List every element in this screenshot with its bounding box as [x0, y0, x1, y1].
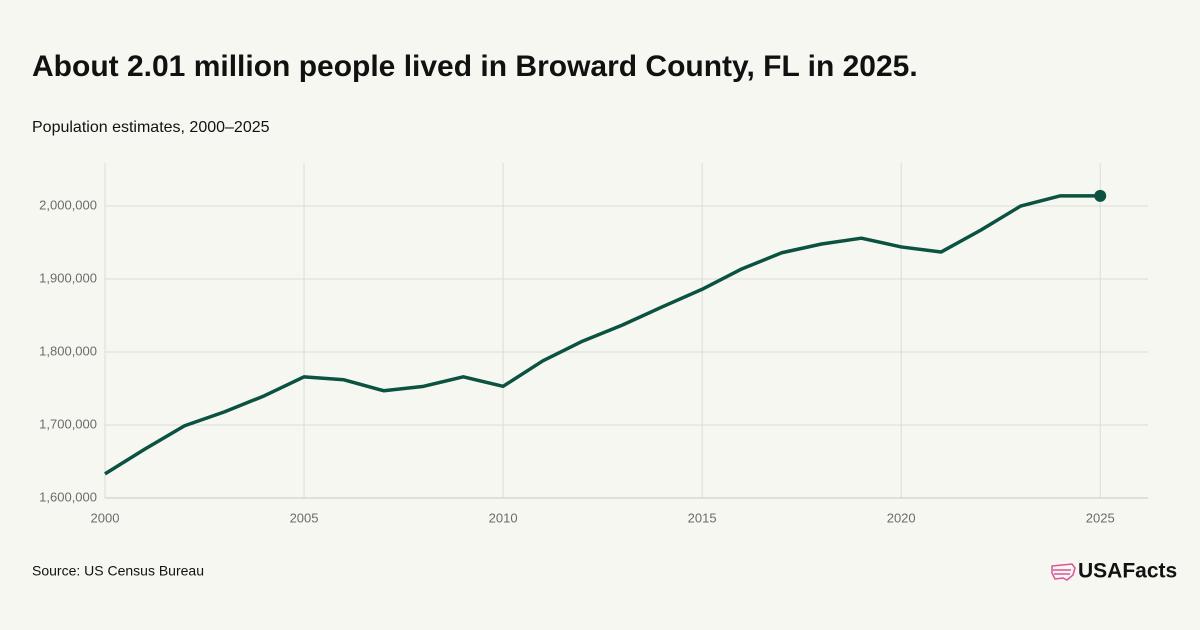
x-tick-label: 2015	[688, 510, 717, 525]
x-tick-label: 2020	[887, 510, 916, 525]
logo: USAFacts	[1078, 560, 1177, 583]
chart-subtitle: Population estimates, 2000–2025	[32, 119, 270, 136]
chart-title: About 2.01 million people lived in Browa…	[32, 50, 918, 83]
x-tick-label: 2025	[1086, 510, 1115, 525]
y-tick-label: 1,600,000	[39, 489, 97, 504]
y-tick-label: 1,800,000	[39, 343, 97, 358]
x-tick-label: 2010	[489, 510, 518, 525]
logo-icon	[1051, 563, 1076, 581]
line	[104, 194, 1101, 476]
y-tick-label: 2,000,000	[39, 197, 97, 212]
y-tick-label: 1,900,000	[39, 270, 97, 285]
x-tick-label: 2005	[290, 510, 319, 525]
y-tick-label: 1,700,000	[39, 416, 97, 431]
end-point	[1094, 189, 1107, 202]
source: Source: US Census Bureau	[32, 563, 204, 579]
x-tick-label: 2000	[91, 510, 120, 525]
